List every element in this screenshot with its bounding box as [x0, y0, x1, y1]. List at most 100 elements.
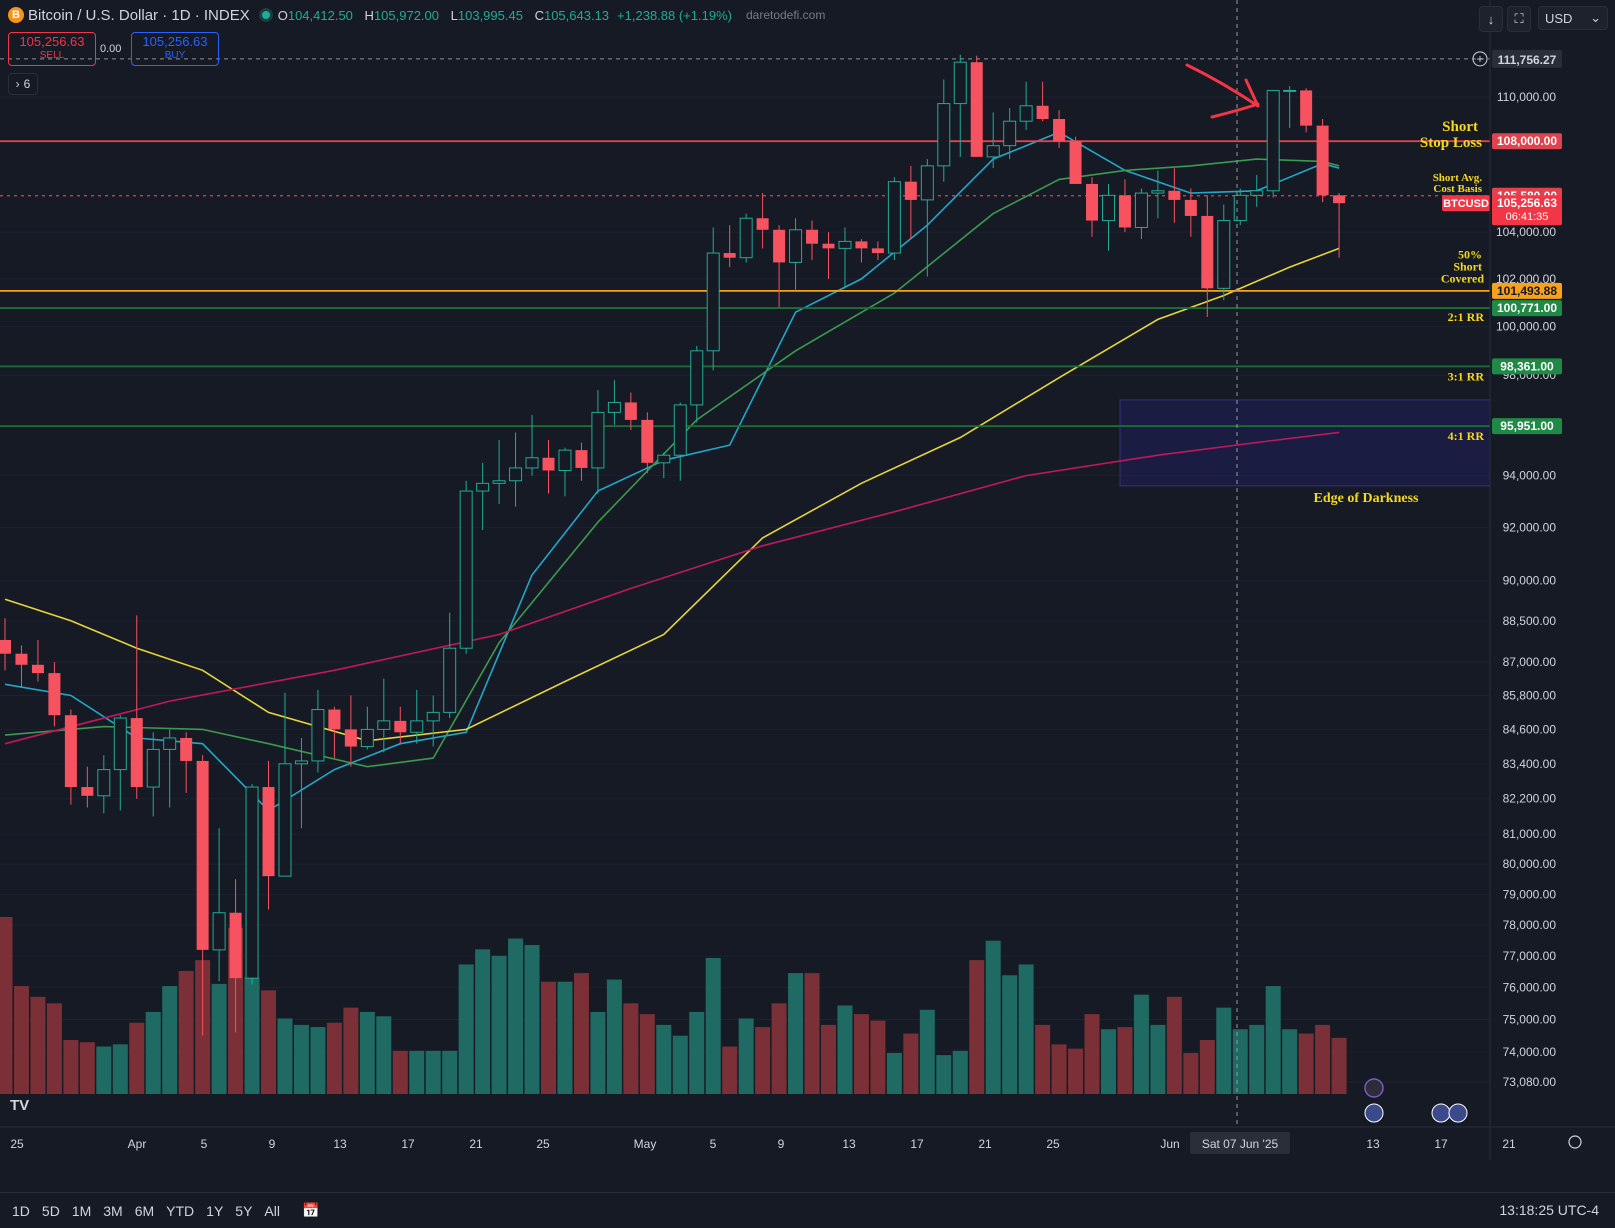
candle-body[interactable] — [1333, 195, 1346, 204]
candle-body[interactable] — [196, 760, 209, 950]
tf-5y[interactable]: 5Y — [235, 1202, 253, 1219]
candle-body[interactable] — [146, 748, 160, 788]
candle-body[interactable] — [591, 411, 605, 469]
candle-body[interactable] — [476, 482, 490, 492]
candle-body[interactable] — [15, 653, 28, 665]
symbol-title[interactable]: Bitcoin / U.S. Dollar · 1D · INDEX — [28, 6, 250, 24]
candle-body[interactable] — [0, 639, 11, 654]
candle-body[interactable] — [1069, 141, 1082, 184]
sell-button[interactable]: 105,256.63 SELL — [8, 32, 96, 66]
candle-body[interactable] — [937, 103, 951, 167]
candle-body[interactable] — [81, 787, 94, 796]
tf-1m[interactable]: 1M — [71, 1202, 92, 1219]
candle-body[interactable] — [1118, 195, 1131, 228]
candle-body[interactable] — [887, 181, 901, 254]
tf-3m[interactable]: 3M — [103, 1202, 123, 1219]
candle-body[interactable] — [542, 457, 555, 471]
candle-body[interactable] — [48, 673, 61, 716]
candle-body[interactable] — [641, 419, 654, 463]
candle-body[interactable] — [1300, 90, 1313, 126]
candle-body[interactable] — [245, 786, 259, 979]
candle-body[interactable] — [294, 760, 308, 765]
event-lightning-icon[interactable] — [1364, 1078, 1384, 1098]
indicators-toggle[interactable]: › 6 — [8, 73, 38, 95]
candle-body[interactable] — [344, 729, 357, 747]
tf-ytd[interactable]: YTD — [166, 1202, 195, 1219]
candle-body[interactable] — [657, 454, 671, 464]
candle-body[interactable] — [1201, 215, 1214, 289]
candle-body[interactable] — [986, 145, 1000, 158]
candle-body[interactable] — [1101, 194, 1115, 222]
us-flag-event-icon[interactable] — [1431, 1103, 1451, 1123]
candle-body[interactable] — [31, 664, 44, 674]
candle-body[interactable] — [970, 62, 983, 157]
candle-body[interactable] — [1036, 105, 1049, 119]
candle-body[interactable] — [1217, 220, 1231, 289]
candle-body[interactable] — [410, 720, 424, 733]
settings-gear-icon[interactable] — [1568, 1135, 1582, 1149]
candle-body[interactable] — [163, 737, 177, 750]
candle-body[interactable] — [1184, 199, 1197, 216]
candle-body[interactable] — [426, 711, 440, 722]
candle-body[interactable] — [673, 404, 687, 456]
tf-1d[interactable]: 1D — [12, 1202, 30, 1219]
candle-body[interactable] — [1019, 105, 1033, 122]
tf-6m[interactable]: 6M — [134, 1202, 155, 1219]
candle-body[interactable] — [1003, 120, 1017, 147]
candle-body[interactable] — [360, 728, 374, 748]
candle-body[interactable] — [212, 912, 226, 951]
candle-body[interactable] — [328, 709, 341, 730]
candle-body[interactable] — [1168, 190, 1181, 200]
candle-body[interactable] — [953, 61, 967, 105]
candle-body[interactable] — [904, 181, 917, 200]
candle-body[interactable] — [624, 402, 637, 420]
candle-body[interactable] — [690, 350, 704, 406]
candle-body[interactable] — [855, 241, 868, 249]
calendar-range-icon[interactable]: 📅 — [301, 1202, 320, 1218]
candle-body[interactable] — [278, 763, 292, 877]
candle-body[interactable] — [1283, 89, 1297, 92]
us-flag-event-icon[interactable] — [1364, 1103, 1384, 1123]
candle-body[interactable] — [492, 480, 506, 484]
tf-1y[interactable]: 1Y — [206, 1202, 224, 1219]
candle-body[interactable] — [1151, 190, 1165, 194]
add-alert-icon[interactable] — [1472, 51, 1488, 67]
candle-body[interactable] — [262, 787, 275, 877]
candle-body[interactable] — [723, 253, 736, 258]
candle-body[interactable] — [64, 715, 77, 788]
candle-body[interactable] — [509, 467, 523, 482]
candle-body[interactable] — [443, 647, 457, 713]
candle-body[interactable] — [229, 912, 242, 979]
candle-body[interactable] — [739, 217, 753, 259]
currency-select[interactable]: USD ⌄ — [1538, 6, 1608, 30]
candle-body[interactable] — [773, 229, 786, 263]
candle-body[interactable] — [789, 229, 803, 263]
candle-body[interactable] — [706, 252, 720, 352]
candle-body[interactable] — [130, 718, 143, 788]
tf-all[interactable]: All — [264, 1202, 280, 1219]
candle-body[interactable] — [459, 490, 473, 649]
candle-body[interactable] — [1266, 89, 1280, 192]
candle-body[interactable] — [97, 769, 111, 797]
candle-body[interactable] — [871, 248, 884, 254]
tf-5d[interactable]: 5D — [41, 1202, 60, 1219]
candle-body[interactable] — [1316, 125, 1329, 196]
candle-body[interactable] — [377, 720, 391, 730]
candle-body[interactable] — [1250, 190, 1264, 196]
candle-body[interactable] — [1053, 118, 1066, 142]
candle-body[interactable] — [1086, 183, 1099, 221]
buy-button[interactable]: 105,256.63 BUY — [131, 32, 219, 66]
candle-body[interactable] — [558, 449, 572, 472]
candle-body[interactable] — [756, 218, 769, 230]
candle-body[interactable] — [806, 229, 819, 244]
candle-body[interactable] — [113, 717, 127, 771]
us-flag-event-icon[interactable] — [1448, 1103, 1468, 1123]
fullscreen-icon[interactable]: ⛶ — [1507, 6, 1531, 32]
candle-body[interactable] — [394, 720, 407, 733]
candle-body[interactable] — [180, 737, 193, 761]
candle-body[interactable] — [311, 709, 325, 762]
candle-body[interactable] — [575, 450, 588, 468]
candle-body[interactable] — [920, 165, 934, 201]
candle-body[interactable] — [525, 457, 539, 469]
